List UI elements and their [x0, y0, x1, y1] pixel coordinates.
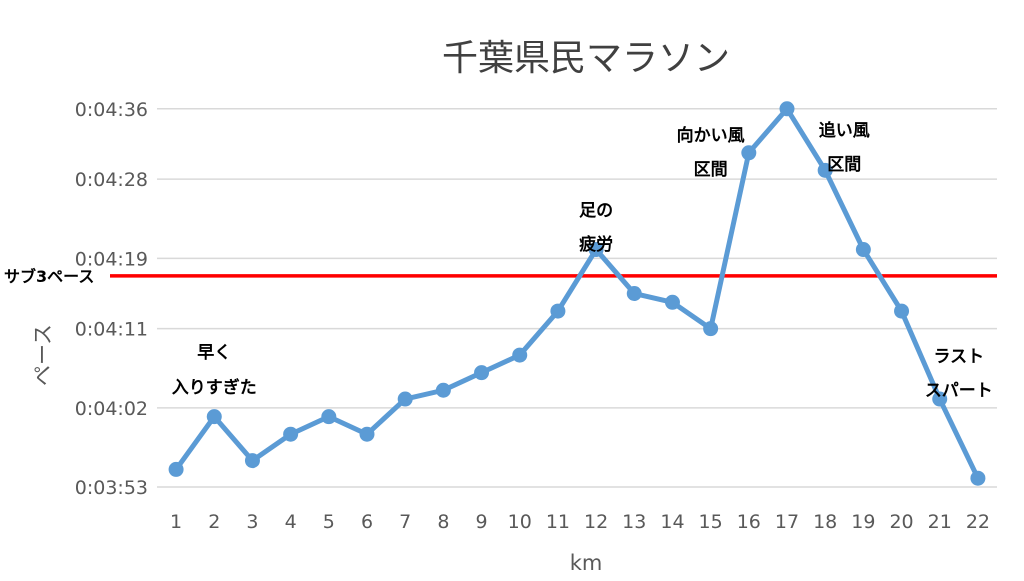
- data-point: [168, 461, 184, 477]
- x-axis-ticks: 1 2 3 4 5 6 7 8 9 10 11 12 13 14 15 16 17 18 19 20 21 22: [170, 511, 990, 533]
- data-point: [512, 347, 528, 363]
- x-tick-label: 19: [851, 511, 875, 533]
- gridlines: [157, 108, 997, 488]
- data-point: [817, 162, 833, 178]
- annotation-text: ラスト: [933, 347, 984, 367]
- x-tick-label: 10: [508, 511, 532, 533]
- data-point: [321, 409, 337, 425]
- y-tick-label: 0:04:28: [75, 169, 148, 191]
- data-point: [894, 303, 910, 319]
- annotation-text: 入りすぎた: [172, 377, 257, 398]
- data-point: [932, 391, 948, 407]
- data-point: [397, 391, 413, 407]
- annotation-text: 足の: [579, 201, 613, 221]
- annotation-text: スパート: [925, 381, 993, 401]
- x-tick-label: 15: [699, 511, 723, 533]
- data-point: [855, 242, 871, 258]
- data-point: [435, 382, 451, 398]
- series-group: [168, 101, 986, 486]
- data-point: [550, 303, 566, 319]
- x-tick-label: 5: [323, 511, 335, 533]
- annotation-text: 区間: [694, 160, 728, 180]
- annotation-text: 向かい風: [677, 125, 745, 146]
- x-tick-label: 9: [475, 511, 487, 533]
- x-tick-label: 20: [889, 511, 913, 533]
- x-tick-label: 13: [622, 511, 646, 533]
- data-point: [474, 365, 490, 381]
- y-tick-label: 0:04:11: [75, 319, 148, 341]
- annotation-text: 疲労: [579, 234, 613, 255]
- annotation-text: 区間: [827, 155, 861, 175]
- data-point: [359, 426, 375, 442]
- data-point: [664, 294, 680, 310]
- data-point: [283, 426, 299, 442]
- x-tick-label: 1: [170, 511, 182, 533]
- x-tick-label: 11: [546, 511, 570, 533]
- y-axis-label: ペース: [31, 324, 55, 386]
- y-tick-label: 0:04:02: [75, 398, 148, 420]
- y-tick-label: 0:03:53: [75, 477, 148, 499]
- data-point: [588, 242, 604, 258]
- data-point: [970, 470, 986, 486]
- x-tick-label: 8: [437, 511, 449, 533]
- data-point: [779, 101, 795, 117]
- y-tick-label: 0:04:19: [75, 248, 148, 270]
- x-tick-label: 3: [246, 511, 258, 533]
- x-tick-label: 14: [660, 511, 684, 533]
- data-point: [206, 409, 222, 425]
- x-axis-label: km: [570, 551, 603, 575]
- reference-line-group: サブ3ペース: [4, 267, 997, 286]
- y-axis-ticks: 0:03:53 0:04:02 0:04:11 0:04:19 0:04:28 0:04:…: [75, 99, 148, 499]
- series-line: [173, 106, 981, 481]
- chart-title: 千葉県民マラソン: [442, 38, 730, 79]
- y-tick-label: 0:04:36: [75, 99, 148, 121]
- x-tick-label: 21: [928, 511, 952, 533]
- x-tick-label: 16: [737, 511, 761, 533]
- reference-line-label: サブ3ペース: [4, 267, 94, 286]
- x-tick-label: 17: [775, 511, 799, 533]
- annotation-text: 早く: [197, 343, 231, 363]
- x-tick-label: 22: [966, 511, 990, 533]
- x-tick-label: 6: [361, 511, 373, 533]
- x-tick-label: 2: [208, 511, 220, 533]
- x-tick-label: 12: [584, 511, 608, 533]
- annotation-text: 追い風: [819, 120, 870, 141]
- x-tick-label: 18: [813, 511, 837, 533]
- x-tick-label: 7: [399, 511, 411, 533]
- x-tick-label: 4: [285, 511, 297, 533]
- data-point: [703, 321, 719, 337]
- data-point: [741, 145, 757, 161]
- data-point: [244, 453, 260, 469]
- data-point: [626, 286, 642, 301]
